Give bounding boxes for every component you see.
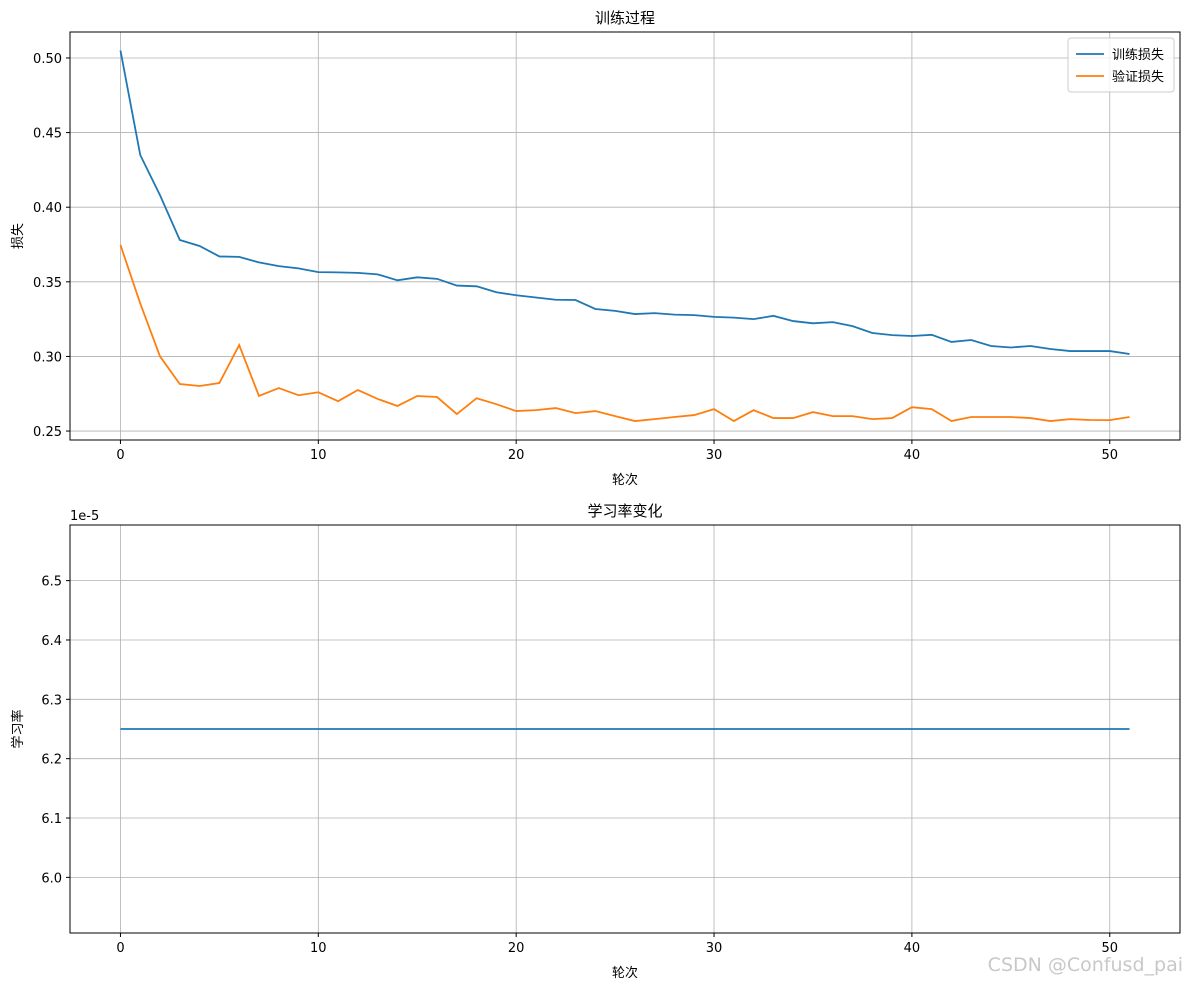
y-tick-label: 0.50 bbox=[33, 52, 62, 67]
axes-frame bbox=[69, 524, 1181, 934]
y-tick-label: 0.45 bbox=[33, 127, 62, 142]
plot-area bbox=[70, 32, 1180, 440]
subplot: 0 10 20 30 40 50 0.25 0.30 0.35 0.40 0.45 0.50 训练过程轮… bbox=[11, 9, 1181, 488]
x-tick-label: 40 bbox=[904, 448, 921, 463]
x-axis-label: 轮次 bbox=[612, 965, 638, 981]
line bbox=[119, 50, 1130, 355]
x-tick-label: 0 bbox=[116, 448, 124, 463]
x-tick-label: 20 bbox=[508, 448, 525, 463]
x-tick-label: 0 bbox=[116, 941, 124, 956]
x-axis-label: 轮次 bbox=[612, 472, 638, 488]
x-tick-label: 40 bbox=[904, 941, 921, 956]
chart-title: 学习率变化 bbox=[587, 502, 662, 520]
watermark: CSDN @Confusd_pai bbox=[988, 954, 1183, 976]
chart-title: 训练过程 bbox=[595, 9, 655, 27]
y-tick-label: 0.30 bbox=[33, 350, 62, 365]
y-tick-label: 0.35 bbox=[33, 276, 62, 291]
legend-label: 训练损失 bbox=[1112, 48, 1164, 63]
y-tick-label: 0.40 bbox=[33, 201, 62, 216]
axes-frame bbox=[69, 31, 1181, 441]
legend-label: 验证损失 bbox=[1112, 69, 1164, 85]
x-tick-label: 20 bbox=[508, 941, 525, 956]
y-axis-label: 损失 bbox=[11, 223, 26, 249]
x-tick-label: 50 bbox=[1101, 941, 1118, 956]
x-tick-label: 10 bbox=[310, 448, 327, 463]
y-tick-label: 6.5 bbox=[41, 575, 62, 590]
x-tick-label: 30 bbox=[706, 448, 723, 463]
y-tick-label: 6.2 bbox=[41, 753, 62, 768]
y-tick-label: 6.3 bbox=[41, 693, 62, 708]
line bbox=[119, 244, 1130, 423]
y-axis-label: 学习率 bbox=[10, 709, 26, 748]
x-tick-label: 30 bbox=[706, 941, 723, 956]
y-offset-label: 1e-5 bbox=[70, 509, 99, 524]
legend-box bbox=[1067, 37, 1175, 93]
x-tick-label: 10 bbox=[310, 941, 327, 956]
y-tick-label: 0.25 bbox=[33, 425, 62, 440]
y-tick-label: 6.4 bbox=[41, 634, 62, 649]
y-tick-label: 6.1 bbox=[41, 812, 62, 827]
y-tick-label: 6.0 bbox=[41, 871, 62, 886]
x-tick-label: 50 bbox=[1101, 448, 1118, 463]
